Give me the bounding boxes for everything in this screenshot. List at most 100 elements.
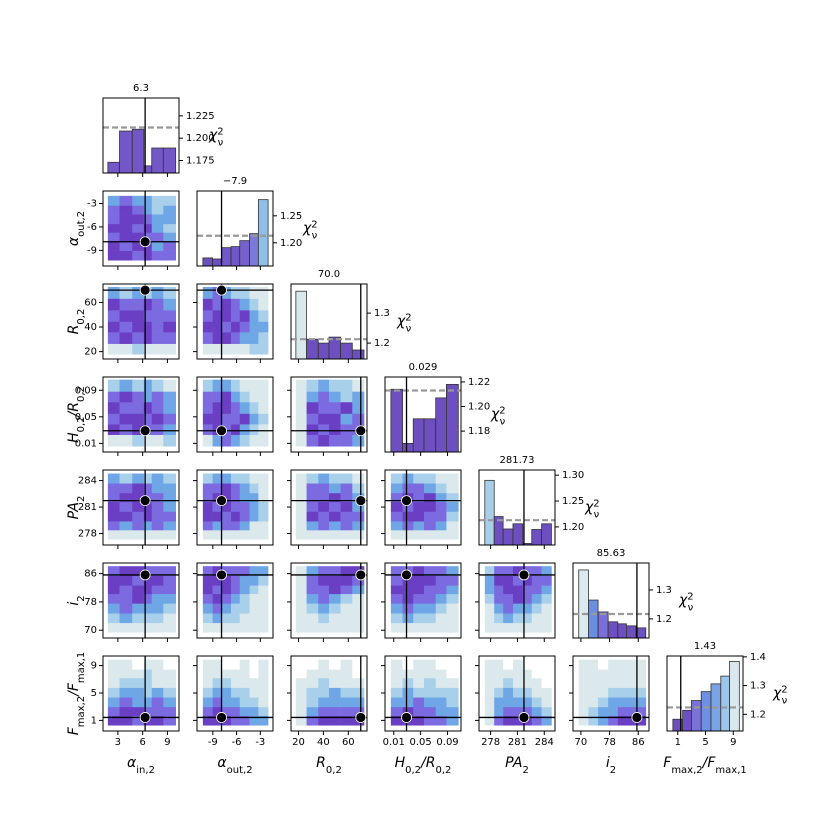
heat-cell — [608, 715, 619, 726]
heat-cell — [163, 250, 176, 261]
heat-cell — [435, 687, 447, 698]
heat-cell — [318, 379, 330, 392]
hist-bar — [131, 128, 145, 174]
heat-cell — [212, 613, 222, 624]
heat-cell — [151, 250, 164, 261]
heat-cell — [531, 575, 542, 586]
heat-cell — [318, 603, 330, 614]
heat-cell — [329, 566, 341, 577]
heat-cell — [132, 214, 145, 225]
heat-cell — [413, 603, 425, 614]
heat-cell — [151, 511, 164, 522]
heat-cell — [107, 232, 120, 243]
heat-cell — [151, 379, 164, 392]
panel-title: 70.0 — [318, 269, 340, 280]
heat-cell — [306, 521, 319, 531]
heat-cell — [531, 687, 542, 698]
heat-cell — [413, 585, 425, 595]
hist-bar — [202, 257, 213, 267]
heat-cell — [258, 521, 269, 531]
label-part: out,2 — [227, 765, 253, 776]
heat-cell — [212, 298, 222, 311]
heat-cell — [413, 687, 425, 698]
heat-cell — [143, 593, 153, 604]
heat-cell — [258, 424, 269, 435]
heat-cell — [503, 622, 514, 633]
heat-cell — [402, 593, 414, 604]
heat-cell — [390, 585, 403, 595]
heat-cell — [143, 332, 153, 344]
heat-cell — [151, 223, 164, 233]
heat-cell — [318, 413, 330, 425]
heat-cell — [402, 697, 414, 708]
heat-cell — [413, 677, 425, 688]
heat-cell — [221, 687, 232, 698]
heat-cell — [295, 424, 307, 435]
panel-frame — [196, 562, 274, 639]
heat-cell — [239, 286, 250, 299]
heat-cell — [446, 715, 459, 726]
heat-cell — [151, 232, 164, 243]
y2-tick-label: 1.25 — [562, 496, 584, 507]
heat-cell — [626, 697, 637, 708]
heat-cell — [636, 697, 647, 708]
heat-cell — [119, 401, 133, 414]
heat-cell — [119, 613, 133, 624]
heat-cell — [107, 501, 120, 512]
heat-cell — [352, 669, 365, 679]
y2-axis-label: χ2 ν — [490, 405, 506, 427]
heat-cell — [151, 483, 164, 494]
heat-cell — [143, 706, 153, 716]
heat-cell — [249, 585, 259, 595]
heat-cell — [390, 483, 403, 494]
heat-cell — [390, 706, 403, 716]
heat-cell — [221, 321, 232, 333]
heat-cell — [435, 677, 447, 688]
heat-cell — [318, 501, 330, 512]
best-point — [216, 284, 227, 296]
heat-cell — [163, 473, 176, 484]
y-tick-label: 0.01 — [75, 438, 97, 449]
hist-bar — [423, 418, 437, 453]
heat-cell — [494, 687, 504, 698]
heat-cell — [221, 706, 232, 716]
heat-cell — [239, 659, 250, 670]
heat-cell — [588, 687, 599, 698]
y-tick-label: 70 — [84, 625, 97, 636]
heat-cell — [107, 298, 120, 311]
heat-cell — [636, 706, 647, 716]
label-part: 0,2 — [435, 765, 451, 776]
heat-cell — [132, 343, 145, 355]
heat-cell — [212, 521, 222, 531]
heat-cell — [221, 677, 232, 688]
x-tick-label: 20 — [292, 737, 305, 748]
heat-cell — [503, 575, 514, 586]
heat-cell — [239, 603, 250, 614]
heat-cell — [413, 575, 425, 586]
heat-cell — [352, 483, 365, 494]
heat-cell — [239, 321, 250, 333]
heat-cell — [352, 521, 365, 531]
heat-cell — [531, 603, 542, 614]
heat-cell — [531, 697, 542, 708]
heat-cell — [329, 521, 341, 531]
heat-cell — [249, 401, 259, 414]
heat-cell — [306, 697, 319, 708]
heat-cell — [212, 697, 222, 708]
heat-cell — [329, 677, 341, 688]
heat-cell — [119, 492, 133, 503]
heat-cell — [578, 697, 589, 708]
heat-cell — [352, 575, 365, 586]
heat-cell — [249, 613, 259, 624]
heat-cell — [239, 298, 250, 311]
heat-cell — [626, 659, 637, 670]
heat-cell — [258, 575, 269, 586]
y2-tick-label: 1.20 — [562, 522, 584, 533]
heat-cell — [239, 483, 250, 494]
heat-cell — [531, 622, 542, 633]
heat-cell — [306, 401, 319, 414]
y2-tick-label: 1.18 — [468, 426, 490, 437]
heat-cell — [402, 706, 414, 716]
heat-cell — [306, 492, 319, 503]
heat-cell — [132, 223, 145, 233]
